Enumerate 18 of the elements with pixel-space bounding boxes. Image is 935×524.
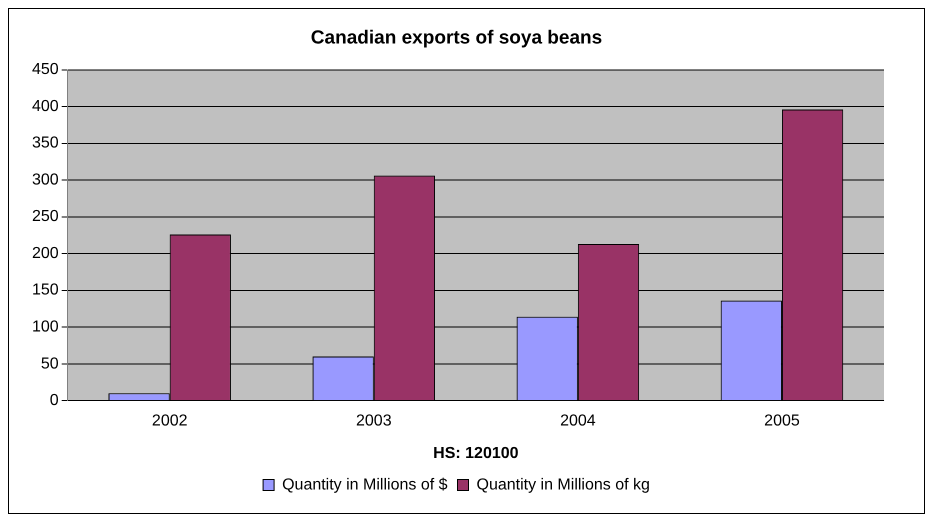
x-axis-title: HS: 120100	[433, 444, 519, 462]
y-tick-label: 200	[32, 244, 59, 262]
x-tick-label: 2004	[560, 412, 596, 430]
chart-title: Canadian exports of soya beans	[310, 28, 602, 49]
y-tick-label: 150	[32, 282, 59, 299]
legend-label: Quantity in Millions of $	[282, 476, 448, 494]
y-tick-label: 450	[32, 61, 59, 78]
x-tick-label: 2002	[152, 412, 188, 430]
y-tick-label: 350	[32, 134, 59, 152]
x-tick-label: 2005	[764, 412, 800, 430]
legend-label: Quantity in Millions of kg	[476, 476, 650, 494]
y-tick-label: 50	[40, 355, 59, 372]
x-tick-label: 2003	[356, 412, 392, 430]
y-tick-label: 0	[50, 392, 59, 410]
y-tick-label: 400	[32, 98, 59, 115]
y-tick-label: 250	[32, 208, 59, 226]
y-tick-label: 300	[32, 171, 59, 188]
y-tick-label: 100	[32, 318, 59, 336]
